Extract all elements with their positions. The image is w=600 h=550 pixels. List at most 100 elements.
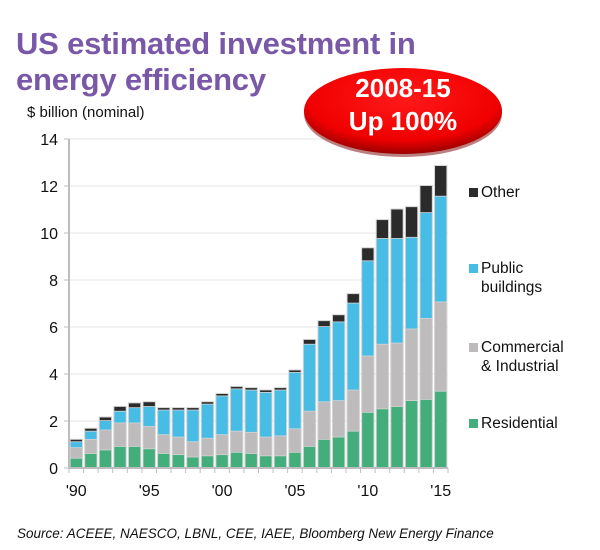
bar-segment-public-buildings-1992 xyxy=(99,421,112,430)
bar-segment-other-1995 xyxy=(143,402,155,407)
bar-segment-residential-2015 xyxy=(435,391,447,468)
bar-segment-other-2000 xyxy=(216,393,228,396)
bar-segment-commercial-industrial-2005 xyxy=(289,429,301,452)
y-tick-label: 6 xyxy=(49,320,58,337)
bars xyxy=(69,165,448,468)
bar-segment-other-1994 xyxy=(128,403,141,408)
y-tick-labels: 0 2 4 6 8 10 12 14 xyxy=(40,132,58,478)
bar-stack-2010 xyxy=(361,247,375,468)
bar-segment-residential-2012 xyxy=(391,406,403,468)
bar-segment-residential-1998 xyxy=(187,457,199,468)
bar-stack-2004 xyxy=(273,387,288,468)
bar-segment-public-buildings-2014 xyxy=(420,213,432,318)
bar-segment-commercial-industrial-1990 xyxy=(70,448,82,458)
bar-segment-public-buildings-1991 xyxy=(85,431,97,439)
bar-segment-other-2010 xyxy=(362,248,374,261)
bar-segment-residential-2003 xyxy=(260,456,272,468)
legend-label-line: Residential xyxy=(481,415,558,432)
bar-segment-commercial-industrial-2011 xyxy=(376,344,389,409)
bar-segment-commercial-industrial-2001 xyxy=(230,431,243,452)
bar-segment-other-2007 xyxy=(318,321,330,327)
bar-stack-2003 xyxy=(259,389,273,468)
bar-segment-other-1996 xyxy=(158,408,170,410)
bar-segment-residential-2000 xyxy=(216,455,228,468)
bar-segment-commercial-industrial-2009 xyxy=(347,390,359,431)
bar-segment-commercial-industrial-1998 xyxy=(187,442,199,457)
y-axis-unit-label: $ billion (nominal) xyxy=(27,104,145,121)
bar-segment-other-2005 xyxy=(289,370,301,373)
bar-segment-commercial-industrial-2004 xyxy=(274,436,287,456)
bar-stack-1994 xyxy=(127,402,142,468)
bar-segment-public-buildings-2003 xyxy=(260,392,272,437)
bar-stack-2009 xyxy=(346,293,360,468)
bar-segment-public-buildings-1997 xyxy=(172,410,185,437)
bar-segment-commercial-industrial-1997 xyxy=(172,437,185,455)
bar-segment-other-2009 xyxy=(347,294,359,303)
bar-segment-other-1998 xyxy=(187,408,199,410)
bar-segment-residential-1992 xyxy=(99,450,112,468)
bar-segment-other-1990 xyxy=(70,439,82,442)
bar-segment-other-2004 xyxy=(274,388,287,390)
badge-text: 2008-15 Up 100% xyxy=(302,72,504,138)
bar-segment-commercial-industrial-1994 xyxy=(128,423,141,447)
bar-segment-public-buildings-1994 xyxy=(128,408,141,423)
bar-segment-public-buildings-1998 xyxy=(187,410,199,442)
x-tick-label: '95 xyxy=(139,483,160,500)
bar-segment-public-buildings-2011 xyxy=(376,238,389,344)
badge-line-growth: Up 100% xyxy=(348,106,458,136)
bar-segment-residential-2004 xyxy=(274,456,287,468)
highlight-badge xyxy=(304,68,502,157)
bar-segment-commercial-industrial-2003 xyxy=(260,437,272,456)
bar-segment-public-buildings-2010 xyxy=(362,261,374,356)
bar-stack-1990 xyxy=(69,438,83,468)
x-tick-label: '15 xyxy=(430,483,451,500)
bar-stack-1993 xyxy=(113,405,127,468)
bar-segment-public-buildings-2015 xyxy=(435,196,447,302)
chart-title: US estimated investment in energy effici… xyxy=(16,26,416,97)
bar-segment-residential-1990 xyxy=(70,458,82,468)
bar-segment-residential-1993 xyxy=(114,446,126,468)
bar-segment-public-buildings-2002 xyxy=(245,390,257,432)
bar-segment-commercial-industrial-2007 xyxy=(318,402,330,439)
bar-stack-2000 xyxy=(215,392,229,468)
bar-stack-2012 xyxy=(390,208,404,468)
bar-segment-other-2014 xyxy=(420,186,432,213)
bar-segment-public-buildings-2009 xyxy=(347,303,359,390)
bar-segment-commercial-industrial-2014 xyxy=(420,318,432,400)
bar-segment-other-2003 xyxy=(260,390,272,392)
bar-segment-commercial-industrial-1996 xyxy=(158,435,170,454)
bar-stack-2014 xyxy=(419,185,433,468)
bar-segment-other-2006 xyxy=(303,339,316,344)
legend-label: Public buildings xyxy=(481,259,542,297)
axes xyxy=(64,138,449,473)
legend-label-line: & Industrial xyxy=(481,358,559,375)
bar-segment-residential-1995 xyxy=(143,449,155,468)
y-tick-label: 4 xyxy=(49,367,58,384)
badge-line-period: 2008-15 xyxy=(355,73,451,103)
bar-segment-commercial-industrial-2012 xyxy=(391,343,403,407)
bar-segment-commercial-industrial-1992 xyxy=(99,430,112,450)
bar-segment-public-buildings-2012 xyxy=(391,238,403,343)
bar-segment-other-2015 xyxy=(435,166,447,196)
bar-segment-other-2002 xyxy=(245,388,257,390)
bar-segment-public-buildings-1999 xyxy=(201,404,214,438)
bar-stack-2011 xyxy=(375,219,390,468)
bar-segment-residential-1991 xyxy=(85,453,97,468)
y-tick-label: 8 xyxy=(49,273,58,290)
bar-stack-2015 xyxy=(434,165,448,468)
legend-swatch xyxy=(469,419,478,428)
bar-segment-residential-2002 xyxy=(245,453,257,468)
bar-segment-residential-2008 xyxy=(332,437,345,468)
bar-segment-other-2013 xyxy=(405,207,418,237)
bar-segment-commercial-industrial-2013 xyxy=(405,329,418,401)
bar-segment-commercial-industrial-1991 xyxy=(85,439,97,454)
bar-stack-1996 xyxy=(157,407,171,468)
x-tick-label: '00 xyxy=(212,483,233,500)
bar-segment-residential-2013 xyxy=(405,401,418,468)
x-tick-label: '90 xyxy=(66,483,87,500)
bar-segment-residential-1996 xyxy=(158,453,170,468)
bar-stack-1998 xyxy=(186,407,200,468)
y-tick-label: 12 xyxy=(40,179,58,196)
bar-segment-public-buildings-1996 xyxy=(158,410,170,435)
